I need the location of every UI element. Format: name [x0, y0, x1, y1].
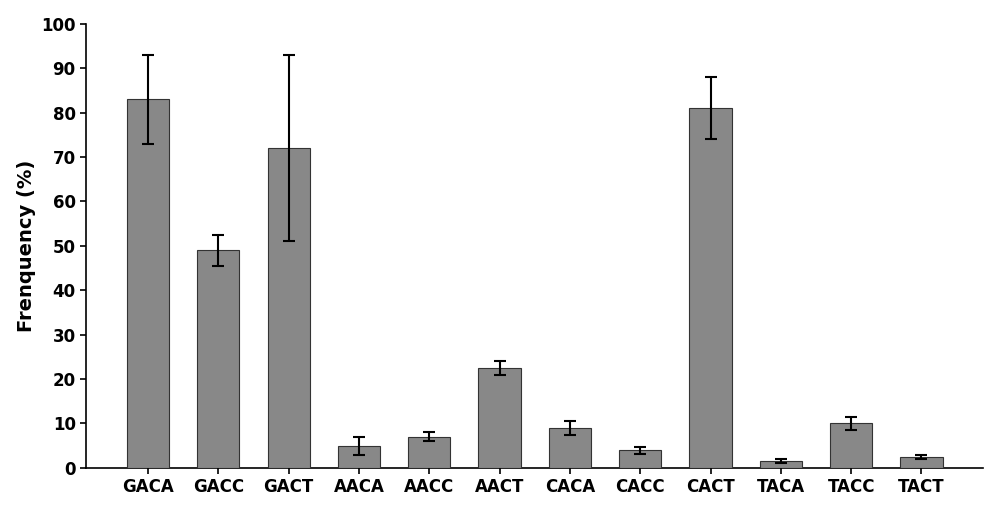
Bar: [127, 99, 169, 468]
Bar: [760, 461, 802, 468]
Bar: [619, 450, 661, 468]
Bar: [478, 368, 521, 468]
Bar: [900, 457, 943, 468]
Y-axis label: Frenquency (%): Frenquency (%): [17, 160, 36, 332]
Bar: [338, 446, 380, 468]
Bar: [197, 250, 239, 468]
Bar: [549, 428, 591, 468]
Bar: [689, 108, 732, 468]
Bar: [830, 424, 872, 468]
Bar: [268, 148, 310, 468]
Bar: [408, 437, 450, 468]
